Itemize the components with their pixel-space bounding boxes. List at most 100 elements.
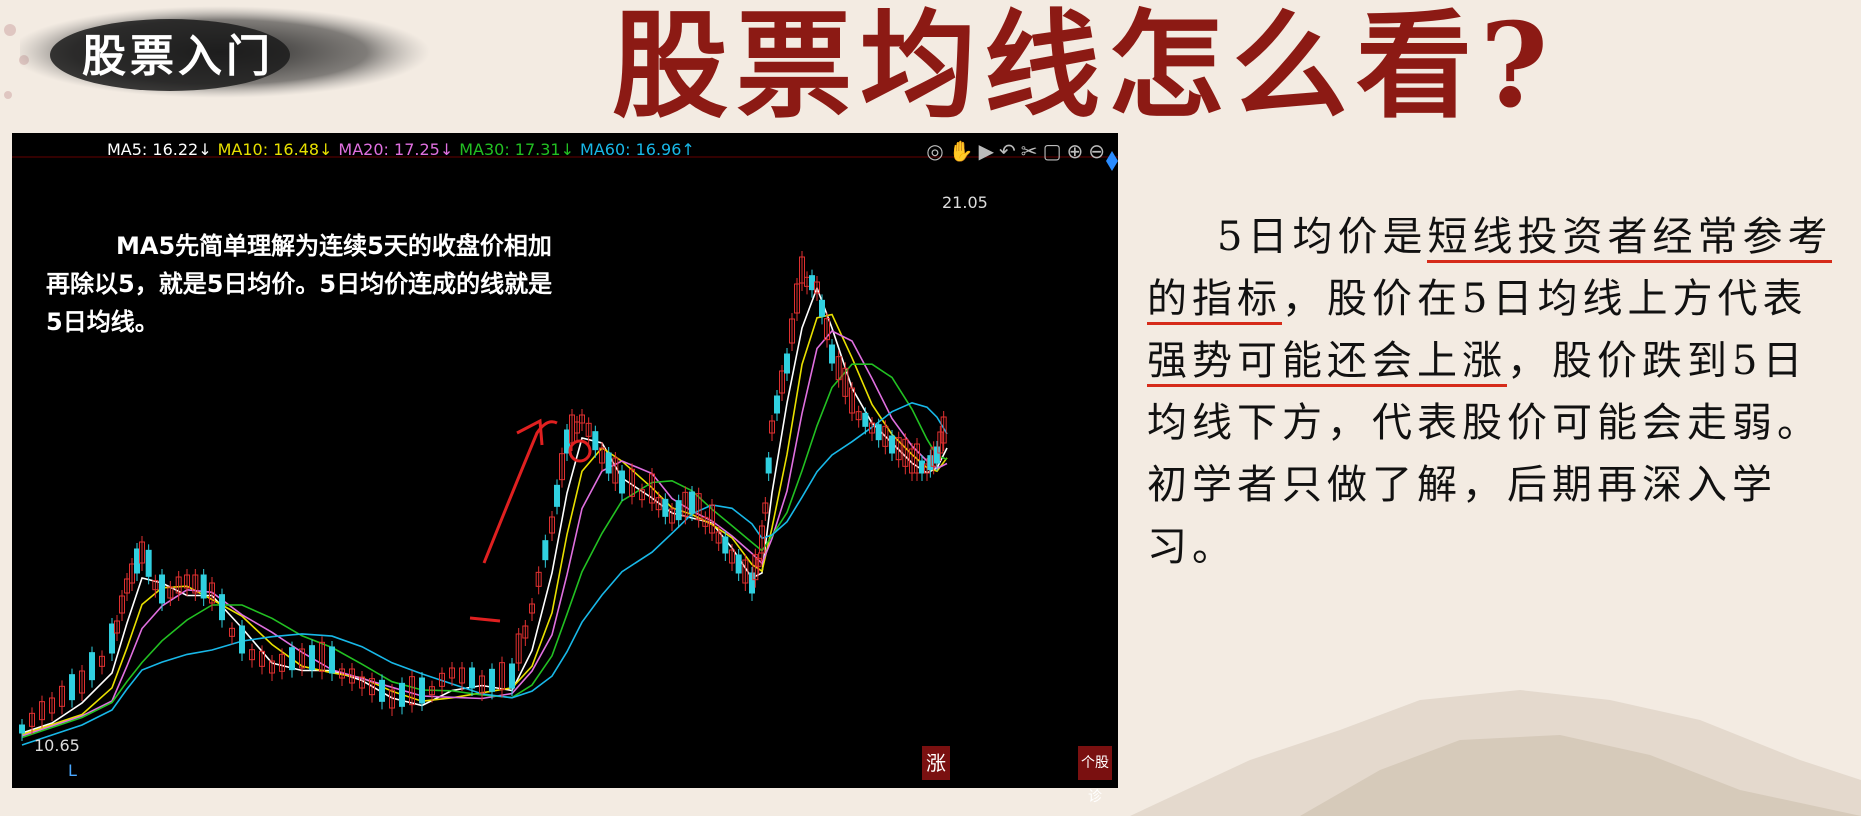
candle-body [209,582,215,604]
undo-icon[interactable]: ↶ [999,139,1021,163]
candle-body [269,660,275,674]
explain-underline-1: 短线投资者经常参考的指标 [1147,214,1833,325]
candle-body [755,557,762,567]
candle-body [919,460,925,474]
lock-icon[interactable]: ▢ [1042,139,1067,163]
explain-part-3: ，股价跌到5日均线下方，代表股价可能会走弱。初学者只做了解，后期再深入学习。 [1147,338,1822,570]
ma-line-1 [21,313,948,736]
candle-body [39,701,45,721]
candle-body [479,675,485,694]
candle-body [774,395,780,414]
candle-body [592,431,599,451]
candle-body [585,422,592,437]
candle-body [409,676,415,706]
candle-body [175,576,182,594]
candle-body [139,541,145,564]
candle-body [79,670,85,694]
section-tag: 股票入门 [10,0,480,115]
ma-legend-item-3: MA30: 17.31↓ [459,140,575,159]
candle-body [779,370,785,394]
candle-body [19,724,25,734]
candle-body [389,689,395,709]
candle-body [299,648,305,669]
candle-body [902,438,909,467]
candle-body [612,457,619,484]
explanation-text: 5日均价是短线投资者经常参考的指标，股价在5日均线上方代表强势可能还会上涨，股价… [1147,206,1847,578]
candlestick-chart-canvas[interactable] [12,133,1118,788]
candle-body [192,574,199,594]
candle-body [535,571,542,587]
candle-body [749,572,755,594]
rise-badge[interactable]: 涨 [922,746,950,780]
ma-legend-item-0: MA5: 16.22↓ [107,140,212,159]
candle-body [829,344,835,364]
candle-body [509,663,515,689]
ma-legend: MA5: 16.22↓ MA10: 16.48↓ MA20: 17.25↓ MA30:… [107,140,701,159]
candle-body [309,645,315,671]
candle-body [605,452,612,474]
candle-body [379,679,385,702]
candle-body [824,318,830,341]
annotation-arrowhead [516,418,544,446]
candle-body [835,356,842,381]
diagnose-badge[interactable]: 个股诊 [1078,746,1112,805]
candle-body [522,625,529,639]
candle-body [682,491,689,517]
candle-body [849,387,855,414]
candle-body [769,420,775,434]
candle-body [219,594,225,621]
play-icon[interactable]: ▶ [978,139,1000,163]
chart-note: MA5先简单理解为连续5天的收盘价相加再除以5，就是5日均价。5日均价连成的线就… [46,232,553,336]
ma-legend-item-2: MA20: 17.25↓ [338,140,454,159]
candle-body [639,489,645,501]
stock-chart[interactable]: MA5: 16.22↓ MA10: 16.48↓ MA20: 17.25↓ MA30:… [12,133,1118,805]
candle-body [167,586,174,599]
low-marker: L [68,761,77,780]
candle-body [914,443,920,474]
hand-icon[interactable]: ✋ [948,139,979,163]
candle-body [289,647,295,671]
ma-legend-item-4: MA60: 16.96↑ [580,140,695,159]
chart-toolbar[interactable]: ◎✋▶↶✂▢⊕⊖ [926,139,1110,163]
candle-body [200,574,207,599]
candle-body [559,453,565,481]
candle-body [669,508,675,524]
candle-body [715,531,722,544]
candle-body [114,620,120,634]
candle-body [742,559,749,584]
candle-body [722,536,729,554]
candle-body [729,549,735,564]
explain-part-1: 5日均价是 [1217,214,1428,260]
candle-body [449,667,455,679]
candle-body [709,504,715,534]
candle-body [794,283,800,314]
candle-body [329,646,335,674]
candle-body [469,667,475,689]
candle-body [429,686,435,696]
candle-body [29,712,35,727]
candle-body [655,497,662,511]
candle-body [152,580,159,591]
annotation-dash [469,616,501,623]
candle-body [784,353,790,374]
zoom-in-icon[interactable]: ⊕ [1066,139,1089,163]
settings-icon[interactable]: ◎ [926,139,949,163]
candle-body [862,412,869,427]
cut-icon[interactable]: ✂ [1020,139,1043,163]
ma-legend-item-1: MA10: 16.48↓ [217,140,333,159]
candle-body [184,574,190,589]
candle-body [940,416,947,444]
blue-diamond-marker [1106,151,1118,171]
candle-body [695,493,702,521]
candle-body [689,491,695,514]
candle-body [489,668,495,692]
candle-body [765,457,772,474]
candle-body [529,603,535,614]
candle-body [119,595,125,614]
candle-body [927,455,934,471]
candle-body [889,435,895,454]
zoom-out-icon[interactable]: ⊖ [1088,139,1110,163]
ma-line-0 [21,285,948,734]
candle-body [259,650,265,667]
candle-body [579,414,585,424]
